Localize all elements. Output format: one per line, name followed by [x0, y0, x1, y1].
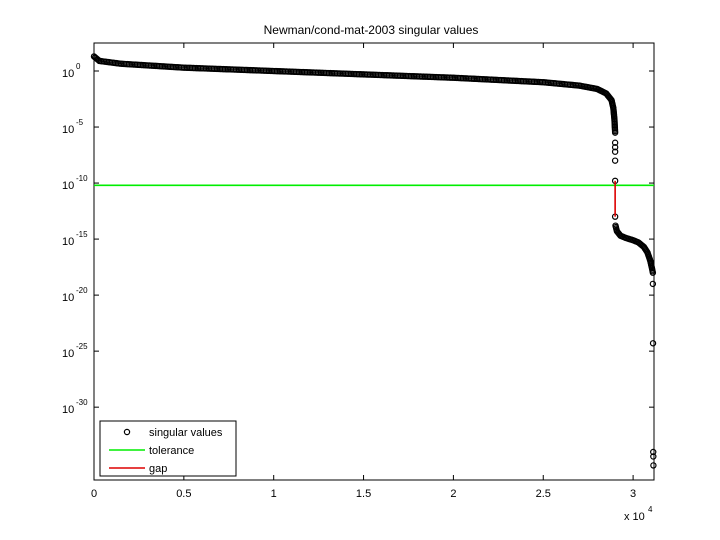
legend-label: tolerance — [149, 445, 194, 457]
singular-value-point — [611, 129, 619, 136]
y-tick-label-exponent: -25 — [76, 342, 88, 351]
x-tick-label: 0 — [91, 488, 97, 500]
y-tick-label-base: 10 — [62, 68, 74, 80]
y-tick-label-exponent: -30 — [76, 398, 88, 407]
singular-value-point — [650, 453, 657, 460]
y-tick-label-exponent: -20 — [76, 286, 88, 295]
y-tick-label-base: 10 — [62, 404, 74, 416]
singular-value-point — [611, 139, 619, 146]
singular-value-point — [649, 280, 657, 288]
x-tick-label: 2.5 — [536, 488, 551, 500]
x-tick-label: 2 — [450, 488, 456, 500]
singular-value-point — [650, 448, 657, 456]
y-tick-label-exponent: -10 — [76, 174, 88, 183]
singular-value-point — [611, 157, 619, 164]
x-multiplier-label: x 10 — [624, 511, 645, 523]
chart-title: Newman/cond-mat-2003 singular values — [264, 23, 479, 37]
y-tick-label-exponent: 0 — [76, 62, 81, 71]
y-tick-label-base: 10 — [62, 236, 74, 248]
legend-marker-singular-values — [123, 428, 131, 436]
x-tick-label: 3 — [630, 488, 636, 500]
plot-area — [93, 42, 655, 481]
x-axis: 0 0.5 1 1.5 2 2.5 3 x 104 — [91, 43, 653, 523]
y-tick-label-base: 10 — [62, 348, 74, 360]
singular-value-point — [611, 144, 619, 151]
singular-value-point — [649, 269, 657, 276]
singular-value-point — [650, 462, 657, 469]
legend-label: gap — [149, 463, 167, 475]
y-tick-label-base: 10 — [62, 180, 74, 192]
plot-frame — [93, 42, 655, 481]
x-multiplier-exponent: 4 — [648, 505, 653, 514]
y-tick-label-exponent: -15 — [76, 230, 88, 239]
x-tick-label: 1 — [271, 488, 277, 500]
legend-label: singular values — [149, 427, 223, 439]
y-tick-label-base: 10 — [62, 292, 74, 304]
y-tick-label-exponent: -5 — [76, 118, 84, 127]
singular-value-point — [649, 340, 657, 347]
series-layer — [90, 53, 657, 469]
x-tick-label: 0.5 — [176, 488, 191, 500]
legend-box — [99, 420, 237, 477]
legend: singular values tolerance gap — [99, 420, 237, 477]
y-tick-label-base: 10 — [62, 124, 74, 136]
x-tick-label: 1.5 — [356, 488, 371, 500]
singular-value-point — [611, 148, 619, 155]
